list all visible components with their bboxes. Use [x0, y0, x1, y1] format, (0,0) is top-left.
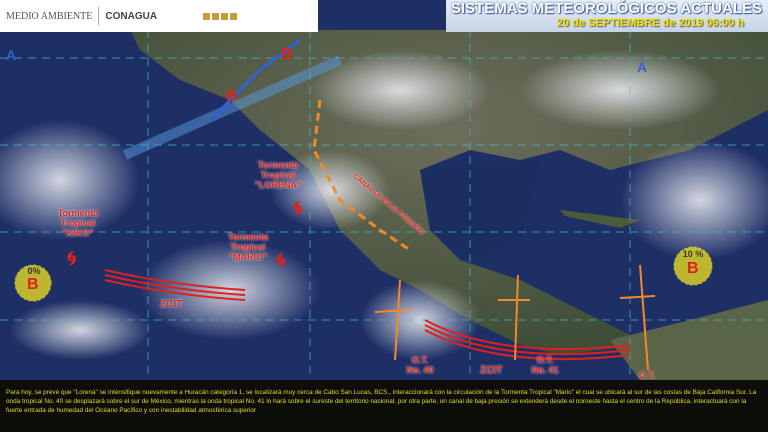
tropical-wave-label: O.T.	[638, 370, 656, 380]
tropical-wave-41-label: O.T. No. 41	[531, 355, 559, 375]
facebook-icon	[203, 12, 211, 20]
kiko-label: Tormenta Tropical "KIKO"	[57, 208, 99, 238]
instagram-icon	[221, 12, 229, 20]
date-label: 20 de SEPTIEMBRE de 2019 06:00 h	[556, 17, 744, 29]
twitter-icon	[212, 12, 220, 20]
high-east-marker: A	[637, 59, 648, 75]
low-east-marker: B	[687, 260, 699, 277]
header-divider	[98, 7, 100, 25]
gulf-of-mexico	[420, 160, 540, 260]
tropical-wave-40-label: O.T. No. 40	[406, 355, 434, 375]
cold-front	[211, 38, 301, 120]
hurricane-icon-lorena: 🌀︎	[293, 198, 303, 220]
tropical-waves	[374, 264, 656, 371]
lorena-label: Tormenta Tropical "LORENA"	[254, 160, 302, 190]
zcit-label-1: ZCIT	[160, 299, 183, 310]
low-west-probability: 0%	[27, 266, 41, 276]
page-title: SISTEMAS METEOROLÓGICOS ACTUALES	[450, 0, 762, 17]
low-north-marker-1: B	[226, 88, 238, 105]
zcit-label-2: ZCIT	[480, 365, 503, 376]
conagua-logo: CONAGUA	[105, 10, 158, 22]
low-west-marker: B	[27, 276, 39, 293]
youtube-icon	[230, 12, 238, 20]
low-west-circle	[14, 264, 52, 302]
trough-line	[312, 99, 411, 252]
hurricane-icon-kiko: 🌀︎	[67, 248, 77, 270]
forecast-caption: Para hoy, se prevé que "Lorena" se inten…	[0, 380, 768, 432]
low-east-circle	[673, 246, 713, 286]
high-west-marker: A	[6, 47, 17, 63]
zcit-bands	[104, 269, 631, 361]
low-east-probability: 10 %	[682, 249, 704, 259]
mario-label: Tormenta Tropical "MARIO"	[227, 232, 269, 262]
header-title-block: SISTEMAS METEOROLÓGICOS ACTUALES 20 de S…	[446, 0, 768, 32]
cuba	[560, 210, 640, 228]
hurricane-icon-mario: 🌀︎	[276, 250, 286, 272]
medio-ambiente-logo: MEDIO AMBIENTE	[6, 10, 93, 22]
header-logos: MEDIO AMBIENTE CONAGUA	[0, 0, 318, 32]
moisture-flow-arrow	[122, 55, 343, 160]
low-north-marker-2: B	[281, 46, 293, 63]
social-icons	[203, 12, 238, 20]
